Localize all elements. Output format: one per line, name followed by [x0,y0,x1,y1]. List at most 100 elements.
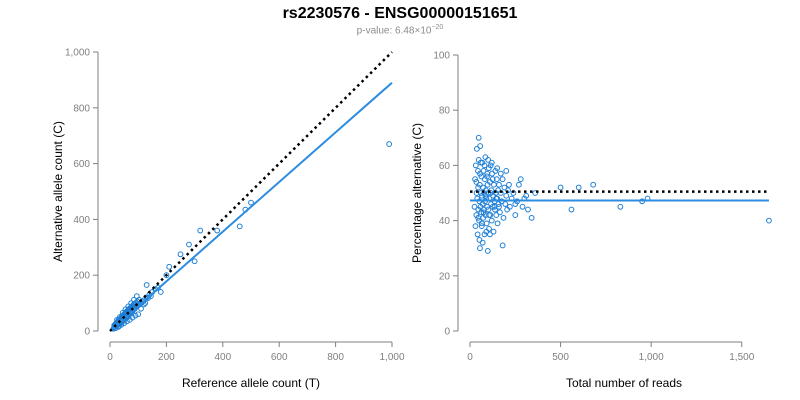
data-point [119,309,126,316]
y-tick-label: 0 [444,327,450,338]
x-axis-title: Total number of reads [566,376,682,390]
y-tick-label: 800 [73,103,90,114]
data-point [766,217,772,224]
data-point [503,192,510,199]
data-point [532,190,539,196]
data-point [477,170,483,177]
data-point [485,206,492,213]
data-point [191,258,198,265]
chart-title: rs2230576 - ENSG00000151651 [282,5,518,22]
data-point [482,154,489,161]
data-point [488,187,495,194]
data-point [487,231,493,238]
pvalue-exponent: −20 [431,24,444,31]
data-point [483,228,490,235]
data-point [506,203,513,210]
data-point [125,303,132,310]
x-tick-label: 0 [467,352,473,363]
data-point [590,181,597,188]
y-tick-label: 1,000 [65,48,90,59]
data-point [484,248,491,254]
data-point [493,212,500,218]
y-tick-label: 600 [73,159,90,170]
data-point [499,242,506,249]
data-point [475,134,482,141]
data-point [484,170,491,177]
reference-line [109,51,393,332]
data-point [236,223,243,230]
data-point [575,184,582,191]
x-tick-label: 400 [214,352,231,363]
y-tick-label: 40 [439,216,451,227]
pvalue-text: p-value: 6.48×10 [356,25,432,37]
data-point [116,314,123,320]
data-point [504,206,511,213]
data-point [497,170,504,177]
x-tick-label: 0 [107,352,113,363]
y-tick-label: 100 [433,51,450,62]
x-tick-label: 800 [327,352,344,363]
x-tick-label: 1,000 [379,352,404,363]
data-point [488,217,495,224]
data-point [471,203,478,210]
data-point [487,162,494,169]
data-point [478,220,485,227]
data-point [501,184,508,191]
x-tick-label: 1,500 [729,352,754,363]
data-point [482,192,489,199]
data-point [500,214,507,221]
data-point [157,289,164,295]
data-point [475,214,482,221]
x-tick-label: 500 [552,352,569,363]
data-point [477,245,483,252]
data-point [474,231,481,238]
data-point [494,165,501,172]
data-point [488,159,495,166]
data-point [517,176,524,183]
data-point [386,141,393,147]
data-point [516,181,522,188]
data-point [499,176,506,183]
data-point [477,159,484,166]
data-point [248,199,254,206]
data-point [163,272,170,279]
data-point [124,318,130,325]
data-point [489,176,496,183]
data-point [490,228,497,235]
data-point [480,209,487,216]
data-point [197,227,204,234]
data-point [131,296,137,303]
data-point [177,251,184,258]
data-point [493,176,500,183]
data-point [487,190,494,196]
data-point [486,225,492,232]
data-point [138,305,144,312]
left-panel: 0 200 400 600 800 1,000 0 200 400 600 800 1,000 Refe… [51,48,405,391]
data-point [133,293,140,300]
y-tick-label: 200 [73,271,90,282]
y-axis-title: Percentage alternative (C) [410,123,424,263]
data-point [491,181,497,188]
data-point [480,184,486,191]
data-point [492,206,498,213]
data-point [617,203,624,210]
data-point [135,311,142,318]
y-tick-label: 20 [439,271,451,282]
data-point [528,214,535,221]
data-point [502,201,509,207]
data-point [496,203,502,210]
data-point [483,220,490,227]
data-point [523,192,530,199]
y-tick-label: 0 [84,327,90,338]
data-point [166,263,173,270]
data-point [472,176,478,183]
fit-line [109,81,393,332]
data-point [481,162,488,169]
data-point [512,212,519,218]
data-point [557,184,564,191]
data-point [494,220,501,227]
data-point [132,312,139,319]
data-point [186,241,192,248]
x-tick-label: 200 [158,352,175,363]
data-point [480,168,487,174]
